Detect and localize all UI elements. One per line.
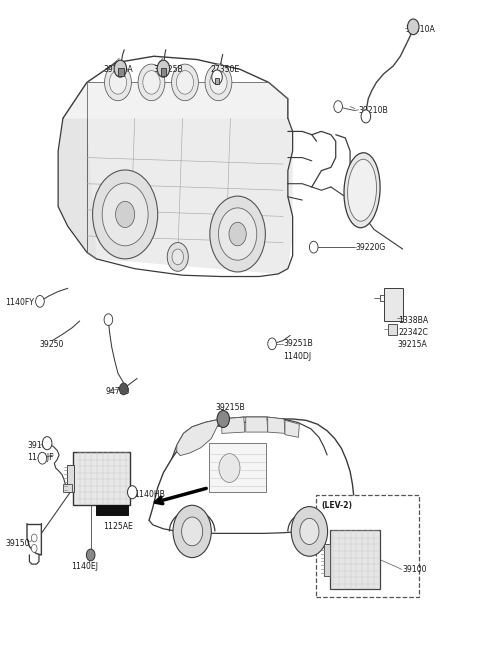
Circle shape xyxy=(143,71,160,94)
Ellipse shape xyxy=(348,159,376,221)
Circle shape xyxy=(181,517,203,546)
Polygon shape xyxy=(63,83,288,119)
Circle shape xyxy=(219,454,240,482)
Text: 22342C: 22342C xyxy=(398,328,428,337)
Circle shape xyxy=(205,64,232,101)
Text: 39350A: 39350A xyxy=(104,65,133,74)
Text: 39110: 39110 xyxy=(94,471,119,479)
Text: 27350E: 27350E xyxy=(210,65,240,74)
Polygon shape xyxy=(285,421,300,438)
Text: 39215A: 39215A xyxy=(398,340,428,349)
Circle shape xyxy=(217,411,229,428)
Text: 1338BA: 1338BA xyxy=(398,316,428,326)
Circle shape xyxy=(300,518,319,544)
Polygon shape xyxy=(268,417,285,434)
Circle shape xyxy=(310,241,318,253)
Text: 39215B: 39215B xyxy=(215,403,245,413)
Text: 1140FY: 1140FY xyxy=(5,298,35,307)
Bar xyxy=(388,324,397,335)
Bar xyxy=(384,288,403,321)
Circle shape xyxy=(291,506,327,556)
Circle shape xyxy=(167,242,188,271)
Bar xyxy=(63,484,72,492)
Circle shape xyxy=(86,549,95,561)
Circle shape xyxy=(157,60,169,77)
Circle shape xyxy=(31,534,37,542)
Text: 94750: 94750 xyxy=(105,387,130,396)
Text: 1140JF: 1140JF xyxy=(27,453,53,462)
Text: 1140DJ: 1140DJ xyxy=(283,352,311,362)
Circle shape xyxy=(36,295,44,307)
Circle shape xyxy=(176,71,193,94)
Text: 39210B: 39210B xyxy=(359,106,388,115)
Text: 39251B: 39251B xyxy=(283,339,313,348)
Text: 39150: 39150 xyxy=(5,538,30,548)
Bar xyxy=(73,452,130,505)
Text: 39210A: 39210A xyxy=(405,25,435,34)
Circle shape xyxy=(229,222,246,246)
Bar xyxy=(96,505,128,515)
Circle shape xyxy=(120,383,128,395)
Circle shape xyxy=(172,249,183,265)
Text: 39220G: 39220G xyxy=(356,242,386,252)
Bar xyxy=(67,465,74,492)
Bar xyxy=(324,544,330,576)
Circle shape xyxy=(114,60,127,77)
Ellipse shape xyxy=(344,153,380,228)
Circle shape xyxy=(104,314,113,326)
Text: 36125B: 36125B xyxy=(154,65,183,74)
Text: 39180: 39180 xyxy=(27,441,51,449)
Bar xyxy=(160,68,166,76)
Circle shape xyxy=(105,64,132,101)
Text: 1140HB: 1140HB xyxy=(134,491,165,499)
Text: 1125AE: 1125AE xyxy=(103,522,132,531)
Text: (LEV-2): (LEV-2) xyxy=(322,502,352,510)
Circle shape xyxy=(31,544,37,552)
Circle shape xyxy=(173,505,211,557)
Bar xyxy=(330,530,380,589)
Circle shape xyxy=(408,19,419,35)
Polygon shape xyxy=(222,417,245,434)
Circle shape xyxy=(102,183,148,246)
Circle shape xyxy=(116,201,135,227)
Text: 39100: 39100 xyxy=(403,565,427,574)
Bar xyxy=(118,68,124,76)
Circle shape xyxy=(93,170,157,259)
Text: 1140EJ: 1140EJ xyxy=(72,562,98,571)
Text: 39250: 39250 xyxy=(40,340,64,349)
Circle shape xyxy=(42,437,52,450)
Circle shape xyxy=(210,196,265,272)
Bar xyxy=(209,443,266,492)
Polygon shape xyxy=(58,119,96,259)
Polygon shape xyxy=(246,417,268,432)
Polygon shape xyxy=(87,119,293,274)
Bar xyxy=(215,78,219,84)
Circle shape xyxy=(109,71,127,94)
Circle shape xyxy=(38,453,47,464)
Circle shape xyxy=(210,71,227,94)
Circle shape xyxy=(268,338,276,350)
Circle shape xyxy=(171,64,198,101)
Circle shape xyxy=(128,485,137,498)
FancyBboxPatch shape xyxy=(316,495,419,597)
Circle shape xyxy=(361,110,371,123)
Polygon shape xyxy=(177,419,221,456)
Circle shape xyxy=(334,101,342,113)
Circle shape xyxy=(218,208,257,260)
Circle shape xyxy=(138,64,165,101)
Circle shape xyxy=(212,70,222,84)
